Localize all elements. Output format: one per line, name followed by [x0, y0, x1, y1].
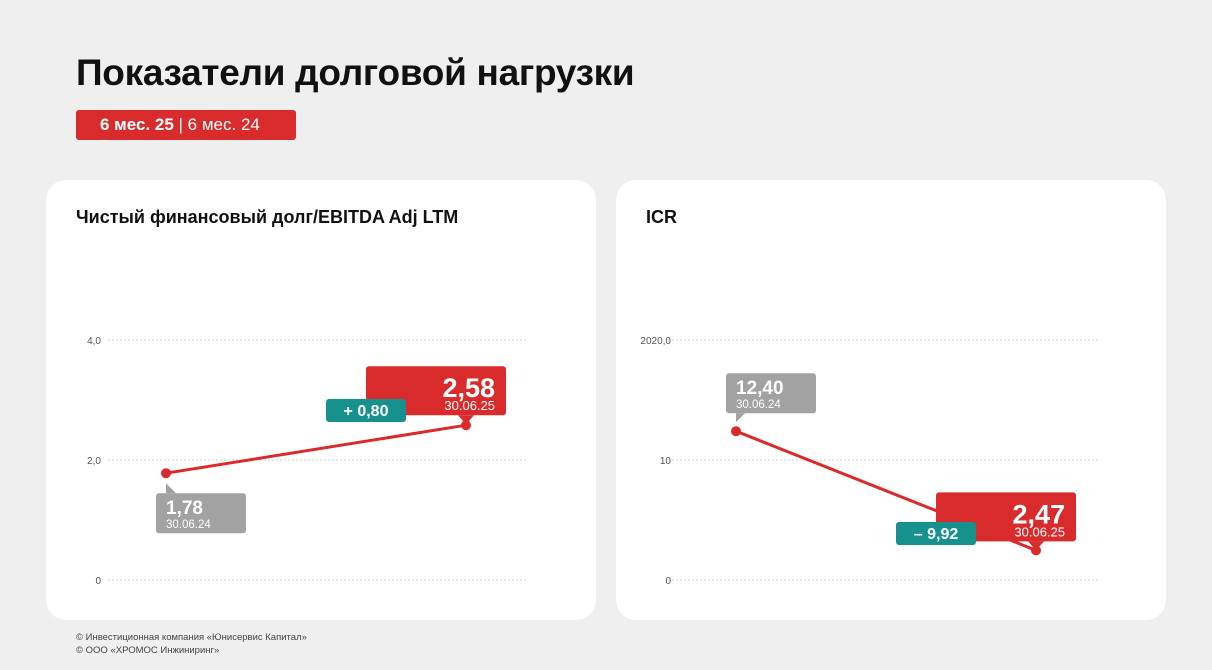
value-callout: [156, 493, 246, 534]
data-point: [161, 468, 171, 479]
footer: © Инвестиционная компания «Юнисервис Кап…: [76, 632, 307, 657]
series-line: [165, 423, 467, 475]
data-point: [461, 420, 471, 431]
footer-copyright-2: © ООО «ХРОМОС Инжиниринг»: [76, 644, 220, 656]
y-tick-label: 2,0: [87, 456, 101, 467]
period-current: 6 мес. 25: [100, 115, 174, 134]
footer-copyright-1: © Инвестиционная компания «Юнисервис Кап…: [76, 632, 307, 643]
value-label: 2,47: [1012, 499, 1065, 529]
y-tick-label: 10: [660, 456, 672, 467]
data-point: [1031, 545, 1041, 556]
period-previous: 6 мес. 24: [187, 115, 260, 134]
chart-card-debt-ebitda: Чистый финансовый долг/EBITDA Adj LTM 4,…: [46, 180, 596, 620]
date-label: 30.06.25: [1014, 524, 1065, 539]
period-badge[interactable]: 6 мес. 25 | 6 мес. 24: [76, 110, 296, 140]
chart-title: ICR: [646, 207, 677, 227]
period-separator: |: [173, 115, 188, 134]
value-label: 12,40: [736, 378, 784, 399]
date-label: 30.06.24: [736, 399, 781, 411]
change-value: – 9,92: [914, 526, 959, 543]
change-value: + 0,80: [344, 403, 389, 420]
chart-card-icr: ICR 2020,0 10 0 12,40 30.06.24 2,47 30.06.25 – …: [616, 180, 1166, 620]
date-label: 30.06.24: [166, 519, 211, 531]
page-title: Показатели долговой нагрузки: [76, 52, 635, 93]
callout-pointer: [458, 415, 474, 425]
y-tick-label: 0: [95, 576, 101, 587]
chart-title: Чистый финансовый долг/EBITDA Adj LTM: [76, 207, 459, 227]
data-point: [731, 426, 741, 437]
callout-pointer: [166, 483, 176, 494]
change-badge: [326, 399, 406, 422]
value-label: 1,78: [166, 498, 203, 519]
y-tick-label: 4,0: [87, 336, 101, 347]
value-callout: [726, 373, 816, 414]
callout-pointer: [736, 413, 745, 423]
y-tick-label: 0: [665, 576, 671, 587]
date-label: 30.06.25: [444, 398, 495, 413]
value-label: 2,58: [442, 373, 495, 403]
change-badge: [896, 522, 976, 545]
y-tick-label: 2020,0: [640, 336, 671, 347]
